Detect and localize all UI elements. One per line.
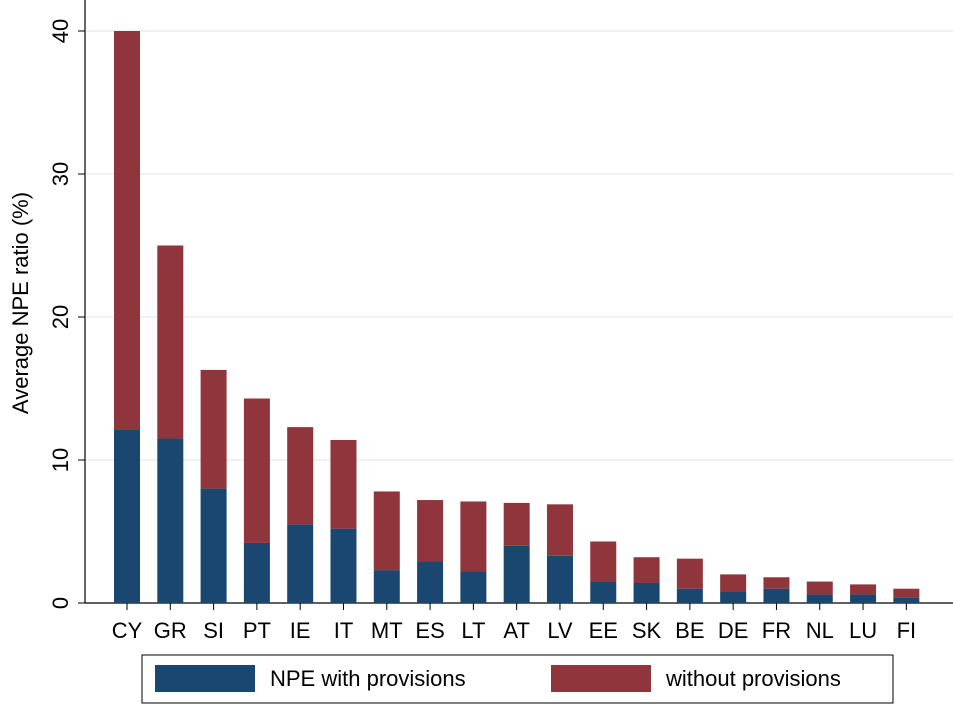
bar-segment: [503, 502, 530, 546]
x-tick-label: PT: [243, 618, 271, 643]
x-tick-label: SK: [632, 618, 662, 643]
bar-segment: [590, 581, 617, 603]
legend-swatch: [155, 665, 255, 692]
bar-segment: [330, 528, 357, 603]
y-tick-label: 10: [48, 448, 73, 472]
bar-segment: [287, 427, 314, 525]
bar-segment: [850, 584, 877, 595]
x-tick-label: LV: [547, 618, 573, 643]
bar-segment: [763, 588, 790, 603]
bar-segment: [113, 31, 140, 430]
bar-segment: [200, 369, 227, 489]
bar-segment: [676, 588, 703, 603]
legend: [141, 654, 894, 704]
bar-segment: [546, 504, 573, 556]
x-tick-label: GR: [154, 618, 187, 643]
x-tick-label: ES: [415, 618, 444, 643]
bar-segment: [720, 591, 747, 603]
x-tick-label: FI: [897, 618, 917, 643]
bar-segment: [330, 439, 357, 529]
y-tick-label: 20: [48, 305, 73, 329]
bar-segment: [157, 245, 184, 439]
x-tick-label: FR: [762, 618, 791, 643]
bar-segment: [373, 491, 400, 571]
bar-segment: [676, 558, 703, 589]
x-tick-label: NL: [806, 618, 834, 643]
bar-segment: [460, 571, 487, 603]
bar-segment: [417, 561, 444, 603]
bar-segment: [806, 594, 833, 603]
bar-segment: [893, 588, 920, 598]
x-tick-label: IT: [334, 618, 354, 643]
y-tick-label: 40: [48, 19, 73, 43]
bar-segment: [850, 594, 877, 603]
x-tick-label: AT: [503, 618, 529, 643]
x-tick-label: SI: [203, 618, 224, 643]
bar-segment: [157, 438, 184, 603]
x-tick-label: CY: [112, 618, 143, 643]
bar-segment: [113, 429, 140, 603]
x-tick-label: IE: [290, 618, 311, 643]
x-tick-label: LT: [461, 618, 485, 643]
bar-segment: [200, 488, 227, 603]
bar-segment: [633, 582, 660, 603]
y-tick-label: 30: [48, 162, 73, 186]
bar-segment: [546, 555, 573, 603]
bar-segment: [287, 524, 314, 603]
bar-segment: [590, 541, 617, 582]
bar-segment: [806, 581, 833, 595]
legend-label: without provisions: [665, 666, 841, 691]
y-axis-title: Average NPE ratio (%): [8, 192, 33, 414]
bar-segment: [460, 501, 487, 572]
bar-segment: [893, 597, 920, 603]
bar-segment: [720, 574, 747, 592]
legend-label: NPE with provisions: [270, 666, 466, 691]
bar-segment: [503, 545, 530, 603]
x-tick-label: DE: [718, 618, 749, 643]
bar-segment: [373, 570, 400, 603]
bar-segment: [243, 398, 270, 543]
bar-segment: [633, 557, 660, 583]
bar-segment: [763, 577, 790, 589]
legend-swatch: [551, 665, 651, 692]
x-tick-label: BE: [675, 618, 704, 643]
x-tick-label: LU: [849, 618, 877, 643]
bar-segment: [417, 500, 444, 562]
y-tick-label: 0: [48, 597, 73, 609]
x-tick-label: EE: [589, 618, 618, 643]
bar-segment: [243, 542, 270, 603]
x-tick-label: MT: [371, 618, 403, 643]
